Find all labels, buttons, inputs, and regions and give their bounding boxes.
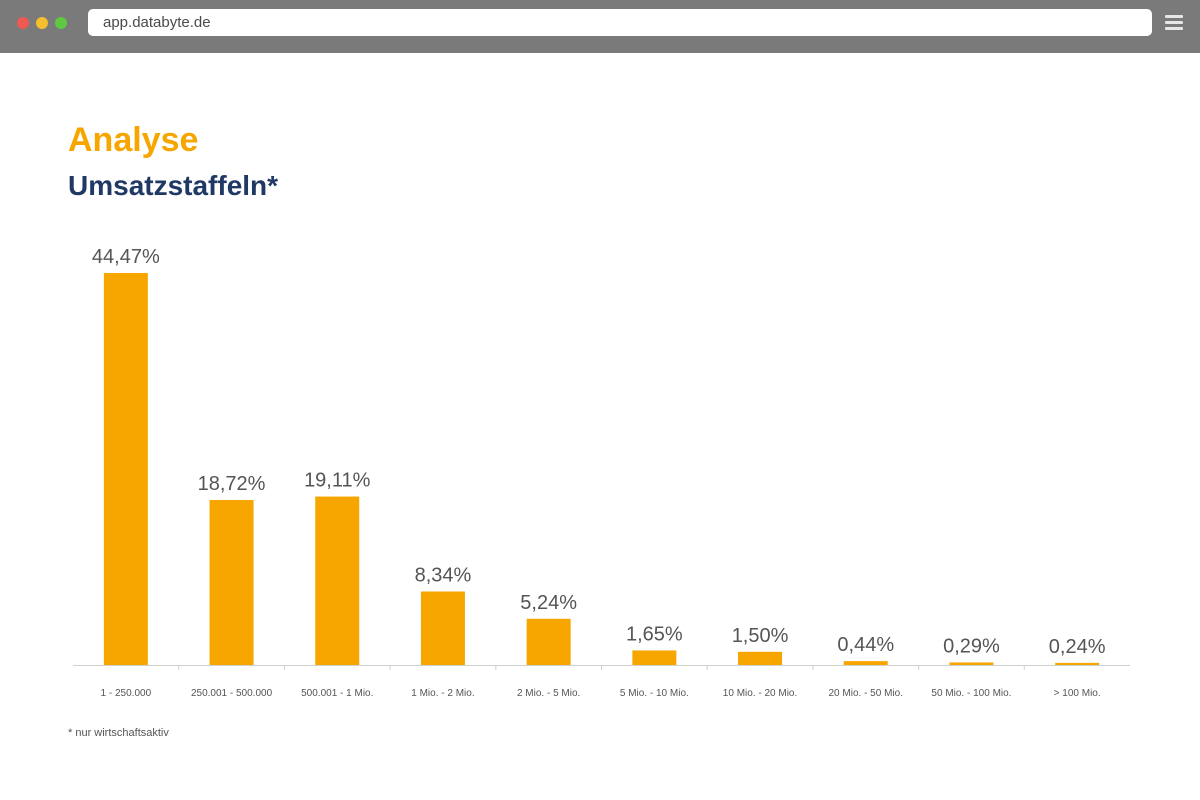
bar-data-label: 1,65% [626, 623, 683, 645]
x-tick-label: 500.001 - 1 Mio. [301, 688, 373, 699]
x-tick-label: 1 Mio. - 2 Mio. [411, 688, 474, 699]
bar-data-label: 0,24% [1049, 636, 1106, 658]
x-tick-label: 50 Mio. - 100 Mio. [931, 688, 1011, 699]
bar [209, 499, 254, 665]
bar-data-label: 0,44% [837, 634, 894, 656]
hamburger-menu-icon[interactable] [1165, 15, 1183, 31]
address-bar[interactable]: app.databyte.de [88, 9, 1152, 36]
bar-data-label: 1,50% [732, 625, 789, 647]
page-title: Analyse [68, 121, 199, 159]
bar-data-label: 8,34% [415, 564, 472, 586]
bar [420, 591, 465, 665]
close-window-dot[interactable] [17, 17, 29, 29]
bar [949, 662, 994, 665]
x-tick-label: 250.001 - 500.000 [191, 688, 273, 699]
minimize-window-dot[interactable] [36, 17, 48, 29]
browser-toolbar: app.databyte.de [0, 0, 1200, 53]
x-tick-label: 5 Mio. - 10 Mio. [620, 688, 689, 699]
revenue-bands-bar-chart: 44,47% 1 - 250.000 18,72% 250.001 - 500.000… [73, 246, 1130, 699]
bar [103, 273, 148, 665]
bar [843, 661, 888, 665]
page-content: Analyse Umsatzstaffeln* 44,47% 1 - 250.00… [0, 53, 1200, 800]
bar-data-label: 18,72% [198, 473, 266, 495]
bar [526, 618, 571, 665]
bar-data-label: 0,29% [943, 635, 1000, 657]
page-subtitle: Umsatzstaffeln* [68, 170, 279, 201]
address-bar-url: app.databyte.de [103, 14, 211, 31]
bar-data-label: 5,24% [520, 592, 577, 614]
footnote: * nur wirtschaftsaktiv [68, 727, 169, 739]
x-tick-label: 10 Mio. - 20 Mio. [723, 688, 797, 699]
bar [632, 650, 677, 665]
maximize-window-dot[interactable] [55, 17, 67, 29]
bar-data-label: 19,11% [304, 470, 371, 492]
bar [738, 651, 783, 665]
x-tick-label: 20 Mio. - 50 Mio. [829, 688, 903, 699]
x-tick-label: > 100 Mio. [1054, 688, 1101, 699]
x-tick-label: 2 Mio. - 5 Mio. [517, 688, 580, 699]
x-tick-label: 1 - 250.000 [101, 688, 152, 699]
bar [315, 496, 360, 665]
bar-data-label: 44,47% [92, 246, 160, 268]
bar [1055, 662, 1100, 665]
